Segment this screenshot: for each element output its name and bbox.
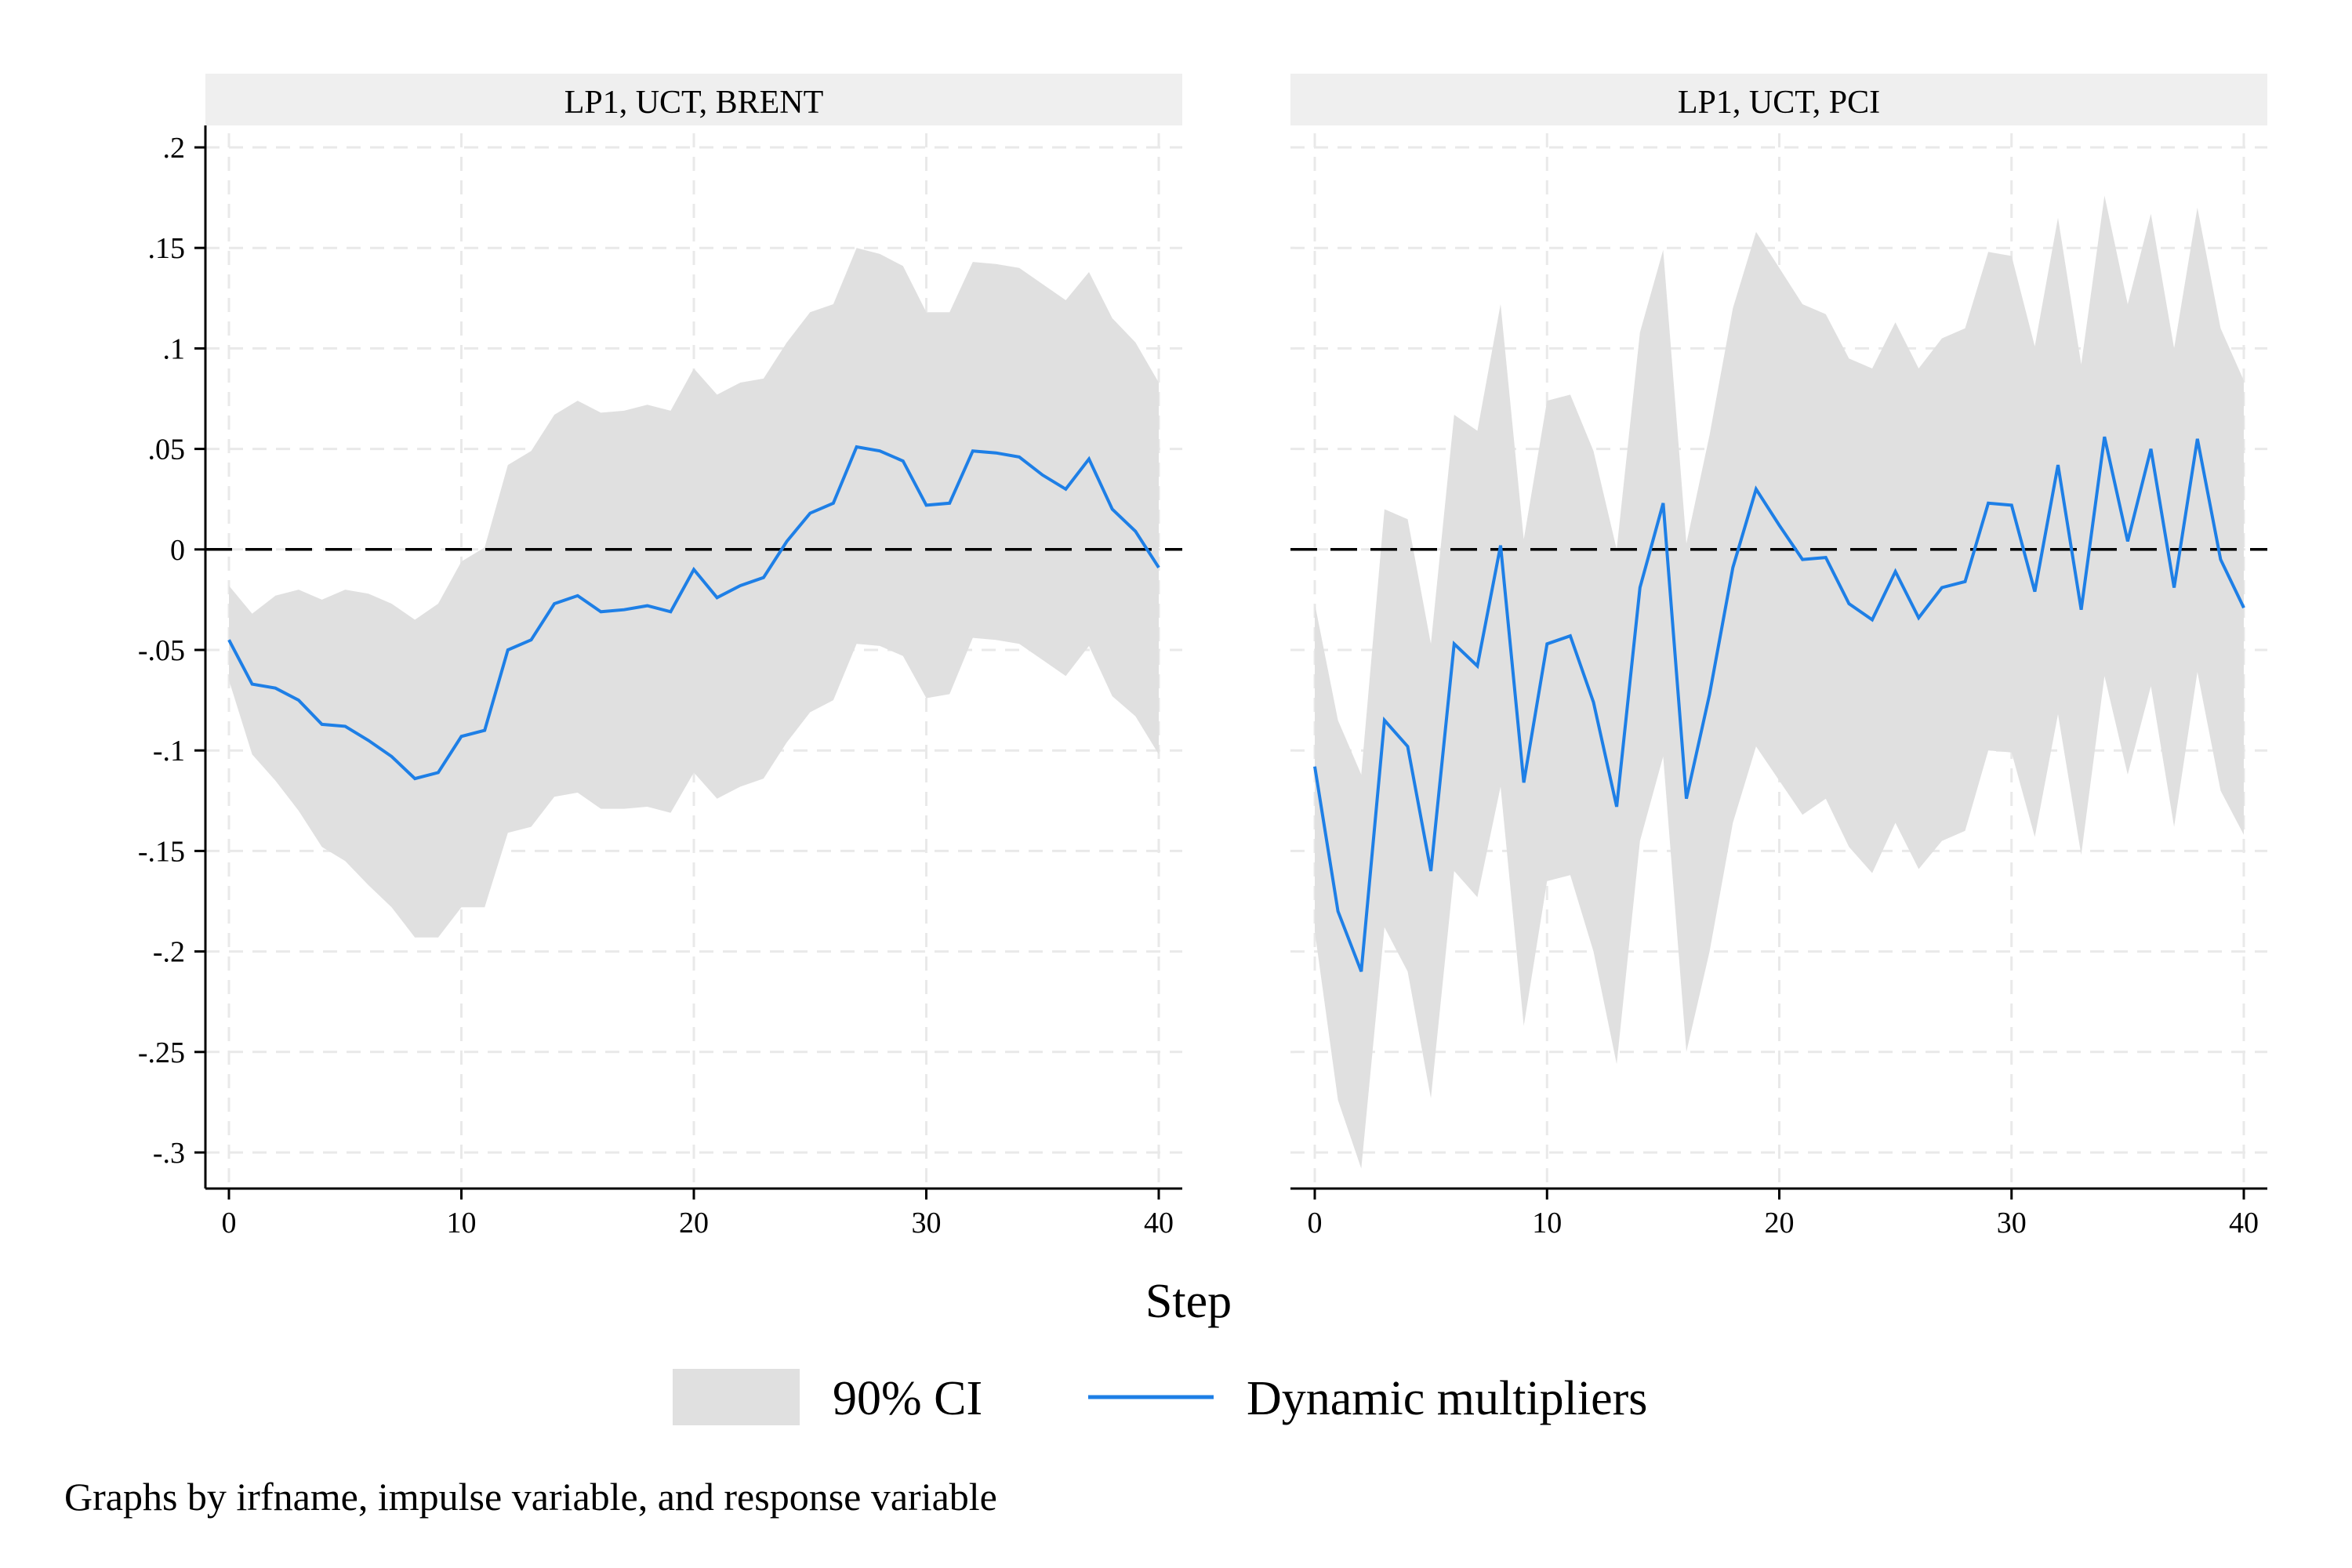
legend-swatch-ci [673,1369,800,1425]
legend-label-ci: 90% CI [833,1372,982,1425]
ci-band [229,248,1159,938]
panel-pci: LP1, UCT, PCI 0 10 20 30 40 [1290,74,2267,1240]
x-tick-label: 30 [1997,1207,2027,1240]
panel-title: LP1, UCT, BRENT [564,85,824,121]
legend-label-line: Dynamic multipliers [1247,1372,1647,1425]
x-axis-title: Step [1145,1275,1232,1328]
x-tick-label: 20 [1765,1207,1795,1240]
y-tick-label: .1 [163,332,186,365]
x-tick-label: 0 [222,1207,237,1240]
y-tick-label: 0 [170,534,185,567]
x-tick-label: 40 [2229,1207,2259,1240]
x-axis-ticks: 0 10 20 30 40 [222,1189,1174,1240]
ci-area [229,248,1159,938]
x-tick-label: 30 [912,1207,942,1240]
multiplier-series [1313,436,2245,972]
y-tick-label: -.15 [138,835,185,868]
ci-area [1315,195,2244,1169]
y-tick-label: -.3 [153,1137,185,1170]
y-tick-label: .15 [148,232,186,265]
y-tick-label: -.2 [153,936,185,969]
y-tick-label: -.25 [138,1036,185,1069]
x-axis-ticks: 0 10 20 30 40 [1308,1189,2259,1240]
x-tick-label: 20 [679,1207,709,1240]
graph-note: Graphs by irfname, impulse variable, and… [64,1475,997,1519]
y-axis-ticks: .2 .15 .1 .05 0 -.05 -.1 -.15 -.2 -.25 -.3 [138,132,205,1170]
multiplier-line [227,445,1160,781]
y-tick-label: .2 [163,132,186,165]
x-tick-label: 0 [1308,1207,1323,1240]
panel-brent: LP1, UCT, BRENT .2 .15 .1 .05 0 -.05 -.1 -.15 -.… [138,74,1182,1240]
multiplier-line [1313,436,2245,972]
multiplier-series [227,445,1160,781]
ci-band [1315,195,2244,1169]
y-tick-label: -.1 [153,735,185,768]
y-tick-label: .05 [148,434,186,466]
x-tick-label: 10 [1532,1207,1562,1240]
y-tick-label: -.05 [138,634,185,667]
x-tick-label: 40 [1144,1207,1174,1240]
x-tick-label: 10 [447,1207,477,1240]
panel-title-strip [205,74,1182,125]
panel-title: LP1, UCT, PCI [1678,85,1880,121]
legend: 90% CI Dynamic multipliers [673,1369,1647,1425]
panel-title-strip [1290,74,2267,125]
